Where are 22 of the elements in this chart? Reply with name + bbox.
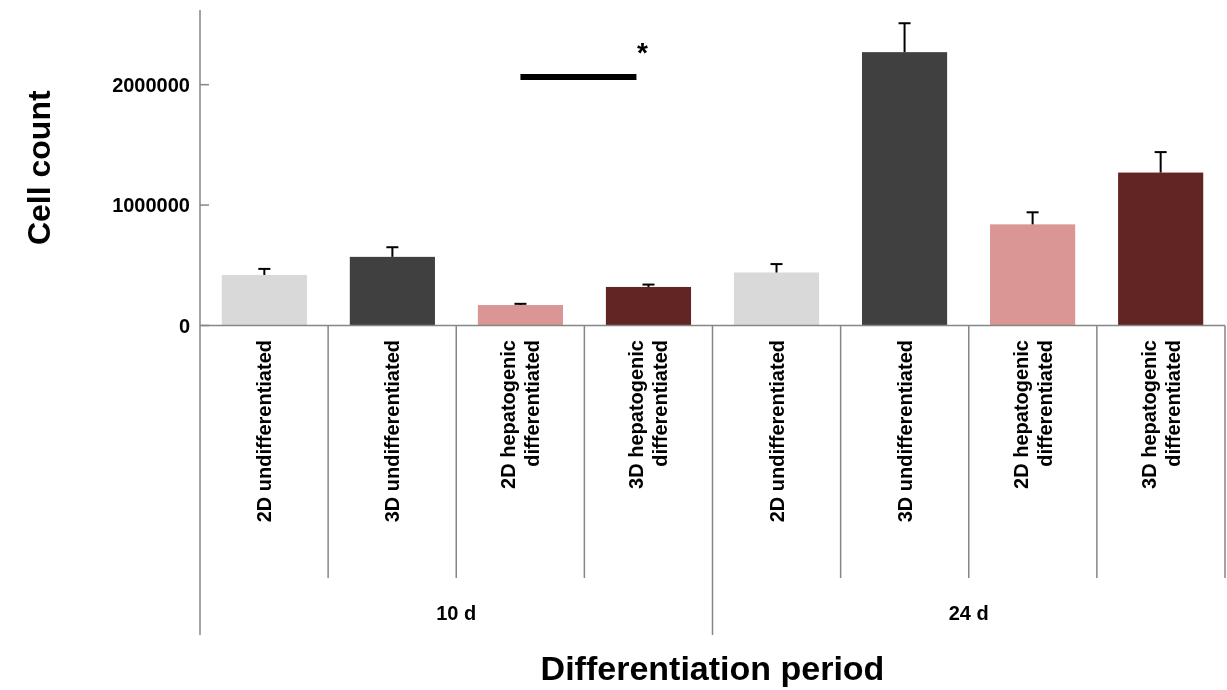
annotation: *	[636, 37, 648, 68]
y-tick-label: 1000000	[112, 194, 190, 217]
bar	[605, 286, 692, 326]
bar	[349, 256, 435, 326]
x-axis-title: Differentiation period	[540, 649, 885, 687]
y-axis-title: Cell count	[21, 90, 57, 246]
text: 10 d	[436, 602, 477, 624]
bar	[477, 305, 564, 326]
text: 24 d	[948, 602, 989, 624]
bar	[733, 272, 820, 326]
bar	[221, 274, 307, 326]
bar	[861, 52, 948, 326]
x-tick-label: 2D undifferentiated	[765, 340, 788, 523]
y-tick-label: 2000000	[112, 73, 190, 96]
x-tick-label: 2D hepatogenic differentiated	[1009, 340, 1056, 489]
bar	[1118, 172, 1204, 326]
y-tick-label: 0	[178, 314, 190, 337]
bar	[990, 224, 1076, 326]
x-tick-label: 3D undifferentiated	[381, 340, 404, 523]
x-tick-label: 2D hepatogenic differentiated	[497, 340, 544, 489]
x-tick-label: 3D undifferentiated	[893, 340, 916, 523]
x-tick-label: 2D undifferentiated	[253, 340, 276, 523]
